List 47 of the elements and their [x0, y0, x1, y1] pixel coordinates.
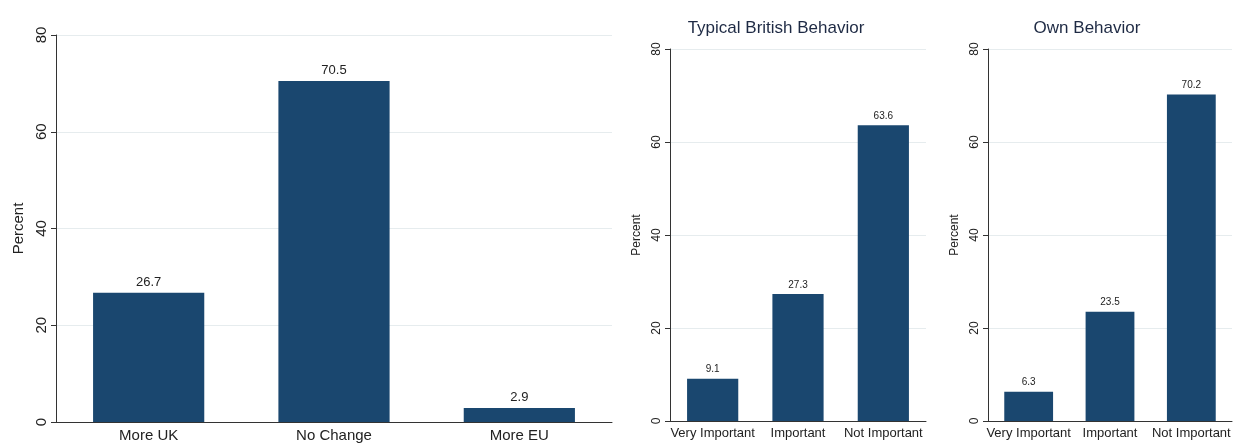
y-tick-label: 60: [32, 123, 49, 141]
bar: [687, 378, 739, 421]
bar: [1004, 391, 1054, 421]
chart-title: Own Behavior: [1033, 18, 1141, 37]
bar: [1166, 94, 1216, 421]
x-tick-label: More UK: [119, 426, 179, 443]
bar: [93, 292, 205, 422]
data-label: 9.1: [705, 363, 721, 375]
y-tick-label: 80: [649, 42, 663, 56]
bar: [772, 294, 824, 421]
bar: [857, 125, 909, 421]
y-tick-label: 0: [967, 417, 981, 425]
y-tick-label: 40: [649, 228, 663, 242]
x-tick-label: Important: [770, 425, 826, 440]
data-label: 70.5: [321, 61, 347, 77]
data-label: 26.7: [136, 273, 162, 289]
y-tick-label: 60: [967, 135, 981, 149]
data-label: 2.9: [510, 388, 529, 404]
data-label: 70.2: [1181, 79, 1202, 91]
y-tick-label: 80: [32, 26, 49, 44]
x-tick-label: Not Important: [1151, 425, 1232, 440]
bar: [1085, 311, 1135, 421]
y-tick-label: 20: [32, 316, 49, 334]
x-tick-label: Very Important: [670, 425, 756, 440]
y-tick-label: 40: [32, 220, 49, 237]
y-tick-label: 0: [32, 417, 49, 427]
x-tick-label: Important: [1082, 425, 1138, 440]
y-tick-label: 60: [649, 135, 663, 149]
data-label: 63.6: [873, 109, 894, 121]
y-axis-title: Percent: [947, 213, 962, 256]
data-label: 23.5: [1100, 296, 1121, 308]
y-tick-label: 40: [967, 228, 981, 242]
chart-title: Typical British Behavior: [687, 18, 865, 37]
x-tick-label: Not Important: [843, 425, 924, 440]
y-axis-title: Percent: [9, 201, 27, 255]
y-tick-label: 20: [649, 321, 663, 335]
x-tick-label: No Change: [296, 426, 372, 443]
bar: [278, 80, 390, 422]
x-tick-label: Very Important: [986, 425, 1072, 440]
y-tick-label: 80: [967, 42, 981, 56]
data-label: 6.3: [1021, 376, 1037, 388]
y-tick-label: 20: [967, 321, 981, 335]
data-label: 27.3: [788, 278, 809, 290]
bar: [463, 407, 575, 422]
y-axis-title: Percent: [629, 213, 644, 256]
x-tick-label: More EU: [489, 426, 549, 443]
y-tick-label: 0: [649, 417, 663, 425]
